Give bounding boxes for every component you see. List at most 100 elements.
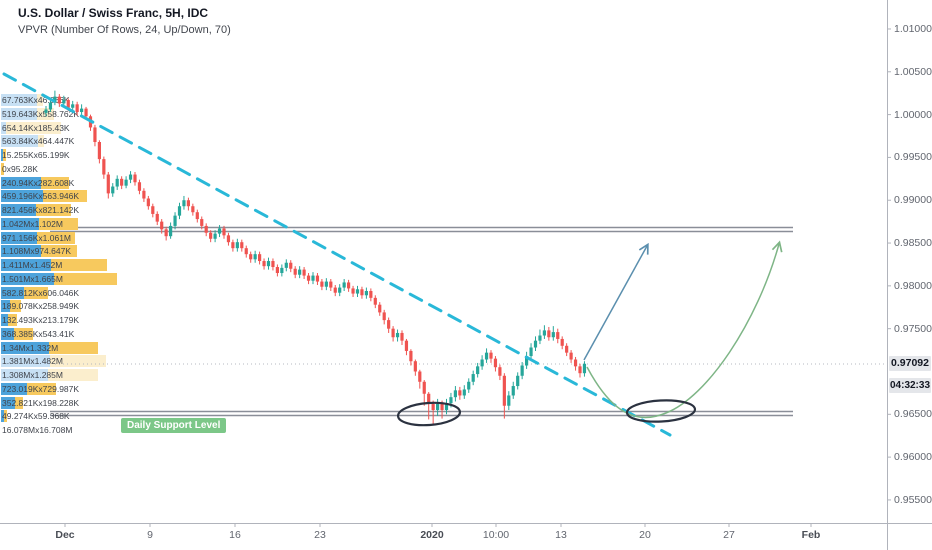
candle-body — [444, 403, 449, 411]
candle-body — [115, 178, 119, 187]
candle-body — [244, 248, 248, 255]
candle-body — [280, 267, 284, 274]
candle-body — [271, 261, 275, 268]
vp-up-volume-bar — [1, 94, 37, 106]
vp-row-label: 971.156Kx1.061M — [2, 232, 71, 243]
support-touch-ellipse[interactable] — [396, 401, 462, 427]
vp-up-volume-bar — [1, 286, 24, 299]
candle-body — [391, 328, 395, 338]
vp-down-volume-bar — [51, 259, 107, 271]
candle-body — [427, 393, 431, 405]
price-tick-label: 0.96500 — [894, 408, 932, 421]
candle-body — [315, 275, 320, 282]
support-level-label[interactable]: Daily Support Level — [121, 418, 227, 433]
candle-body — [146, 198, 150, 207]
vp-down-volume-bar — [43, 190, 87, 203]
candle-body — [329, 281, 333, 288]
price-tick-label: 0.95500 — [894, 493, 932, 506]
candle-body — [195, 212, 199, 220]
vp-row: 1.501Mx1.665M — [0, 272, 887, 285]
price-tick-label: 0.97500 — [894, 322, 932, 335]
candle-body — [84, 108, 88, 117]
vp-up-volume-bar — [1, 176, 41, 189]
vp-row-label: 132.493Kx213.179K — [2, 315, 80, 325]
vp-row-label: 49.274Kx59.368K — [2, 411, 70, 422]
price-tick-label: 1.00500 — [894, 65, 932, 78]
candle-body — [467, 381, 471, 390]
vp-down-volume-bar — [37, 231, 75, 244]
candle-body — [240, 242, 244, 249]
vp-row-label: 1.501Mx1.665M — [2, 273, 63, 284]
candle-body — [431, 404, 435, 411]
candle-body — [422, 381, 426, 394]
vp-row: 723.019Kx729.987K — [0, 382, 887, 395]
price-tick-label: 1.00000 — [894, 108, 932, 121]
projection-arrow-straight[interactable] — [583, 242, 649, 361]
candle-body — [106, 174, 110, 194]
candle-body — [111, 186, 115, 194]
vp-up-volume-bar — [1, 107, 37, 120]
candle-body — [311, 275, 315, 281]
candle-body — [476, 366, 480, 375]
candle-body — [462, 389, 466, 396]
vp-up-volume-bar — [1, 327, 14, 340]
indicator-legend[interactable]: VPVR (Number Of Rows, 24, Up/Down, 70) — [18, 24, 231, 36]
price-tick-label: 0.99500 — [894, 151, 932, 164]
candle-body — [200, 219, 204, 226]
vp-row-label: 15.255Kx65.199K — [2, 150, 70, 160]
vp-down-volume-bar — [41, 176, 69, 189]
candle-body — [404, 340, 409, 351]
price-tick-label: 0.98000 — [894, 279, 932, 292]
candle-body — [569, 352, 573, 360]
vp-row-label: 0x95.28K — [2, 163, 38, 174]
time-tick-label: 27 — [723, 529, 735, 541]
vp-down-volume-bar — [15, 396, 23, 409]
candle-body — [333, 287, 337, 293]
candle-body — [525, 356, 529, 366]
candle-body — [400, 332, 404, 341]
price-axis[interactable]: 1.01000 1.00500 1.00000 0.99500 0.99000 0.985… — [887, 0, 932, 523]
bar-countdown-label: 04:32:33 — [889, 378, 931, 393]
candle-body — [338, 287, 342, 293]
candle-body — [320, 281, 324, 287]
vp-down-volume-bar — [41, 245, 77, 258]
projection-arrow-curved[interactable] — [586, 240, 783, 419]
vp-down-volume-bar — [27, 382, 56, 395]
vp-row: 563.84Kx464.447K — [0, 135, 887, 148]
time-axis[interactable]: Dec 9 16 23 2020 10:00 13 20 27 Feb — [0, 523, 932, 550]
symbol-title[interactable]: U.S. Dollar / Swiss Franc, 5H, IDC — [18, 6, 209, 20]
vp-up-volume-bar — [1, 204, 36, 216]
vp-row-label: 459.196Kx563.946K — [2, 191, 80, 202]
vp-row: 352.821Kx198.228K — [0, 396, 887, 409]
candle-body — [102, 159, 106, 175]
candle-body — [133, 174, 137, 183]
candle-body — [97, 142, 101, 160]
candle-body — [418, 371, 422, 382]
candle-body — [364, 290, 368, 296]
vp-row: 189.078Kx258.949K — [0, 300, 887, 313]
downtrend-line[interactable] — [2, 72, 672, 437]
candle-body — [484, 352, 489, 360]
vp-down-volume-bar — [3, 149, 6, 161]
chart-legend: U.S. Dollar / Swiss Franc, 5H, IDC VPVR … — [18, 5, 231, 38]
time-tick-label: 13 — [555, 529, 567, 541]
vp-row-label: 582.812Kx606.046K — [2, 287, 80, 298]
vp-up-volume-bar — [1, 217, 39, 230]
vp-row-label: 16.078Mx16.708M — [2, 425, 73, 435]
vp-up-volume-bar — [1, 396, 15, 409]
vp-row: 1.308Mx1.285M — [0, 369, 887, 381]
vp-up-volume-bar — [1, 149, 3, 161]
candle-body — [57, 96, 61, 104]
candle-body — [547, 330, 551, 338]
candle-body — [44, 109, 48, 113]
candle-body — [453, 390, 457, 398]
candle-body — [275, 267, 279, 274]
vp-row-label: 1.108Mx974.647K — [2, 246, 71, 257]
support-touch-ellipse[interactable] — [625, 399, 697, 424]
candle-body — [387, 320, 391, 329]
time-tick-label: 9 — [147, 529, 153, 541]
candle-body — [75, 104, 79, 113]
candle-body — [289, 262, 293, 269]
vp-row-label: 368.385Kx543.41K — [2, 328, 75, 339]
